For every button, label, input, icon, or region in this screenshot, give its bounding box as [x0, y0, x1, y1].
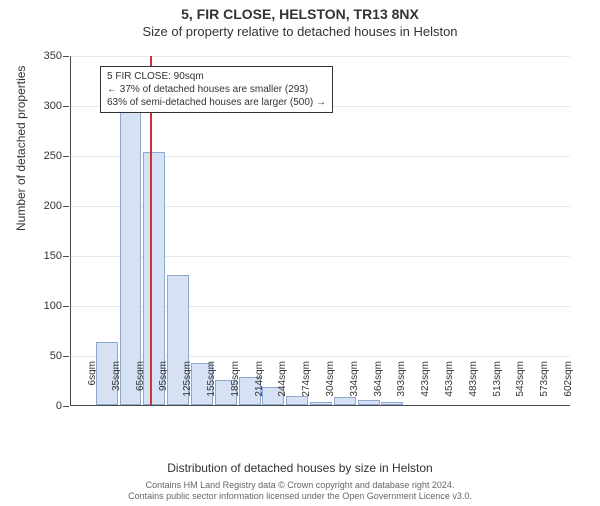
- x-tick-label: 483sqm: [468, 361, 479, 411]
- x-tick-label: 423sqm: [420, 361, 431, 411]
- x-tick-label: 453sqm: [444, 361, 455, 411]
- y-tick-label: 300: [22, 100, 62, 112]
- y-tick-label: 350: [22, 50, 62, 62]
- y-tick: [63, 356, 69, 357]
- y-tick: [63, 156, 69, 157]
- y-tick-label: 50: [22, 350, 62, 362]
- x-tick-label: 513sqm: [492, 361, 503, 411]
- y-tick: [63, 256, 69, 257]
- x-axis-label: Distribution of detached houses by size …: [0, 461, 600, 475]
- x-tick-label: 543sqm: [515, 361, 526, 411]
- y-tick: [63, 406, 69, 407]
- y-tick-label: 100: [22, 300, 62, 312]
- y-tick-label: 150: [22, 250, 62, 262]
- annotation-box: 5 FIR CLOSE: 90sqm ← 37% of detached hou…: [100, 66, 333, 113]
- y-tick-label: 0: [22, 400, 62, 412]
- y-tick: [63, 206, 69, 207]
- page-title: 5, FIR CLOSE, HELSTON, TR13 8NX: [0, 6, 600, 22]
- y-tick: [63, 306, 69, 307]
- y-tick: [63, 56, 69, 57]
- x-tick-label: 602sqm: [563, 361, 574, 411]
- annotation-line2: ← 37% of detached houses are smaller (29…: [107, 83, 326, 96]
- footer-line1: Contains HM Land Registry data © Crown c…: [0, 480, 600, 491]
- chart-area: 0501001502002503003506sqm35sqm65sqm95sqm…: [70, 56, 570, 406]
- page-subtitle: Size of property relative to detached ho…: [0, 24, 600, 39]
- footer-line2: Contains public sector information licen…: [0, 491, 600, 502]
- annotation-line3: 63% of semi-detached houses are larger (…: [107, 96, 326, 109]
- x-tick-label: 393sqm: [396, 361, 407, 411]
- gridline: [71, 56, 570, 57]
- footer-attribution: Contains HM Land Registry data © Crown c…: [0, 480, 600, 502]
- y-tick: [63, 106, 69, 107]
- annotation-line1: 5 FIR CLOSE: 90sqm: [107, 70, 326, 83]
- y-tick-label: 250: [22, 150, 62, 162]
- x-tick-label: 573sqm: [539, 361, 550, 411]
- y-tick-label: 200: [22, 200, 62, 212]
